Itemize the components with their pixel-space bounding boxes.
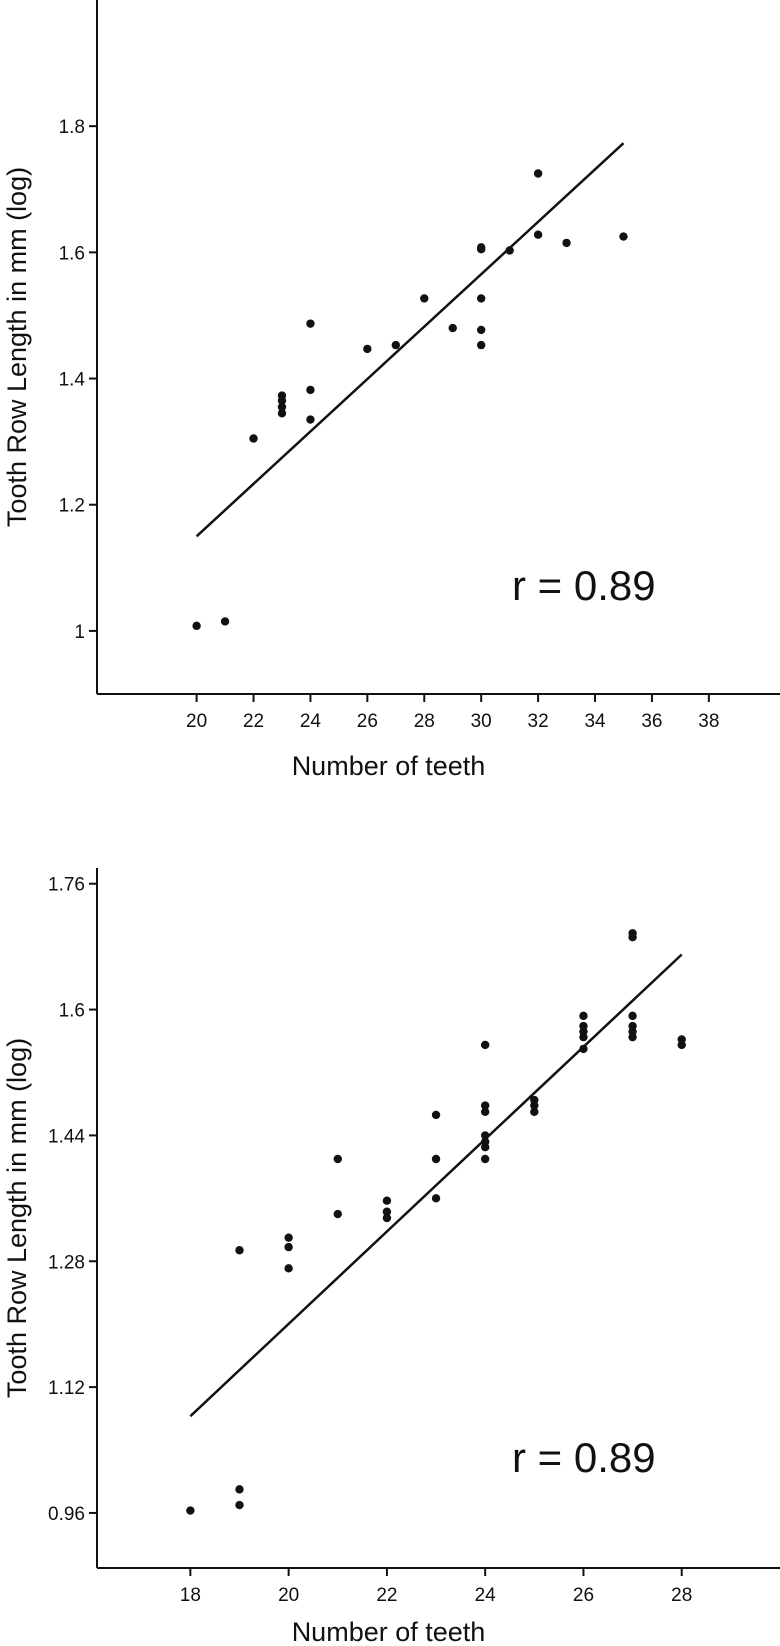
data-point [628,1011,637,1021]
data-point [235,1500,244,1510]
data-point [220,617,230,626]
x-tick-label: 20 [278,1585,299,1606]
data-point [448,323,457,333]
data-point [306,415,315,424]
y-tick-label: 1.4 [59,370,86,391]
data-point [480,1154,490,1164]
x-tick-label: 24 [475,1585,497,1606]
data-point [235,1485,244,1494]
data-point [306,385,315,395]
data-point [476,243,486,252]
data-point [363,344,372,354]
data-point [284,1264,293,1273]
data-point [579,1021,588,1031]
data-point [382,1196,392,1205]
regression-line [189,953,683,1418]
data-point [480,1040,490,1050]
y-tick-label: 1.8 [59,117,85,138]
x-axis-title: Number of teeth [292,751,486,781]
x-tick-label: 28 [414,711,435,732]
x-tick-label: 24 [300,711,322,732]
y-axis-title: Tooth Row Length in mm (log) [2,1038,32,1398]
data-point [382,1207,392,1216]
y-axis-title: Tooth Row Length in mm (log) [2,167,32,527]
x-tick-label: 28 [671,1585,692,1606]
data-point [186,1506,195,1515]
data-point [235,1246,244,1255]
data-point [431,1154,441,1164]
data-point [333,1209,342,1219]
y-tick-label: 1 [74,622,85,643]
y-tick-label: 1.6 [59,1001,85,1022]
data-point [480,1137,490,1146]
y-tick-label: 1.2 [59,496,85,517]
data-point [480,1101,490,1110]
data-point [530,1107,539,1117]
data-point [431,1194,441,1203]
data-point [249,434,258,443]
data-point [628,929,637,938]
data-point [382,1213,392,1223]
bottom-chart: 0.96 1.12 1.28 1.44 1.6 1.76 18 20 22 24 26 28 Numbe… [2,868,780,1646]
x-tick-label: 18 [180,1585,201,1606]
x-tick-label: 34 [584,711,606,732]
data-point [562,238,571,248]
data-point [277,391,287,400]
data-point [505,246,514,255]
x-tick-label: 30 [471,711,492,732]
data-point [579,1011,588,1021]
data-point [333,1154,342,1164]
data-point [480,1107,490,1117]
data-point [533,230,543,239]
top-chart: 1 1.2 1.4 1.6 1.8 20 22 24 26 28 30 32 34 36 38 Number … [2,0,780,781]
x-tick-label: 22 [243,711,264,732]
x-tick-label: 38 [698,711,719,732]
x-tick-label: 26 [357,711,378,732]
data-point [284,1242,293,1252]
data-point [420,294,429,303]
data-point [480,1131,490,1140]
x-tick-label: 22 [376,1585,397,1606]
data-point [476,325,486,335]
y-tick-label: 1.12 [48,1378,85,1399]
data-point [476,294,486,303]
data-point [277,409,287,418]
data-point [476,340,486,350]
data-point [533,169,543,178]
x-axis-title: Number of teeth [292,1617,486,1646]
y-tick-label: 1.76 [48,875,85,896]
y-tick-label: 0.96 [48,1504,85,1525]
y-tick-label: 1.28 [48,1252,85,1273]
y-tick-label: 1.6 [59,243,85,264]
data-point [284,1233,293,1242]
x-tick-label: 32 [528,711,549,732]
data-point [277,402,287,412]
regression-line [195,142,625,538]
x-tick-label: 36 [641,711,662,732]
data-point [530,1095,539,1105]
data-point [677,1035,686,1044]
correlation-label: r = 0.89 [512,562,656,609]
y-tick-label: 1.44 [48,1126,85,1147]
data-point [431,1110,441,1120]
data-point [628,1021,637,1031]
x-tick-label: 26 [573,1585,594,1606]
x-tick-label: 20 [186,711,207,732]
data-point [192,621,201,631]
data-point [579,1044,588,1054]
correlation-label: r = 0.89 [512,1434,656,1481]
data-point [619,232,628,241]
data-point [306,319,315,328]
data-point [391,340,401,350]
